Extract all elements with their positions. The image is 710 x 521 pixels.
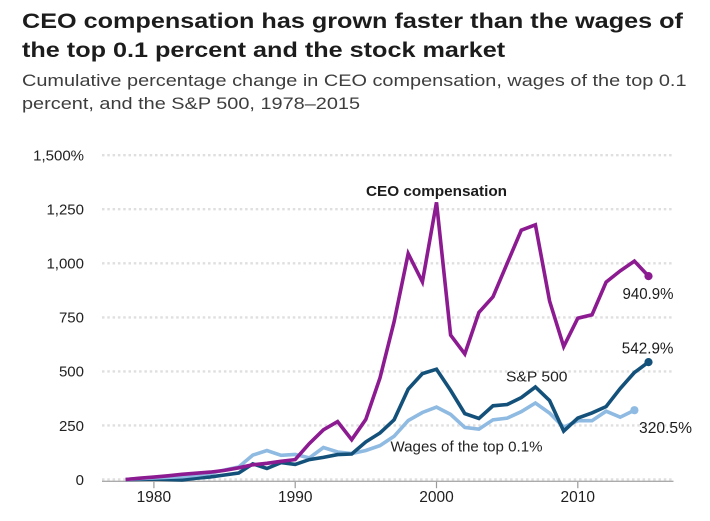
svg-text:1,000: 1,000 <box>46 256 84 273</box>
svg-text:0: 0 <box>76 472 84 489</box>
svg-text:CEO compensation: CEO compensation <box>366 183 507 200</box>
svg-text:S&P 500: S&P 500 <box>506 368 568 385</box>
svg-text:2010: 2010 <box>561 489 596 506</box>
svg-text:542.9%: 542.9% <box>622 341 674 358</box>
svg-text:1980: 1980 <box>137 489 172 506</box>
svg-text:1,500%: 1,500% <box>33 148 84 165</box>
svg-text:1990: 1990 <box>278 489 313 506</box>
svg-text:320.5%: 320.5% <box>639 420 692 437</box>
svg-text:750: 750 <box>59 310 84 327</box>
svg-text:940.9%: 940.9% <box>623 286 674 303</box>
svg-text:500: 500 <box>59 364 84 381</box>
svg-text:2000: 2000 <box>419 489 454 506</box>
svg-text:1,250: 1,250 <box>46 202 84 219</box>
svg-text:Wages of the top 0.1%: Wages of the top 0.1% <box>391 438 543 455</box>
svg-text:250: 250 <box>59 418 84 435</box>
